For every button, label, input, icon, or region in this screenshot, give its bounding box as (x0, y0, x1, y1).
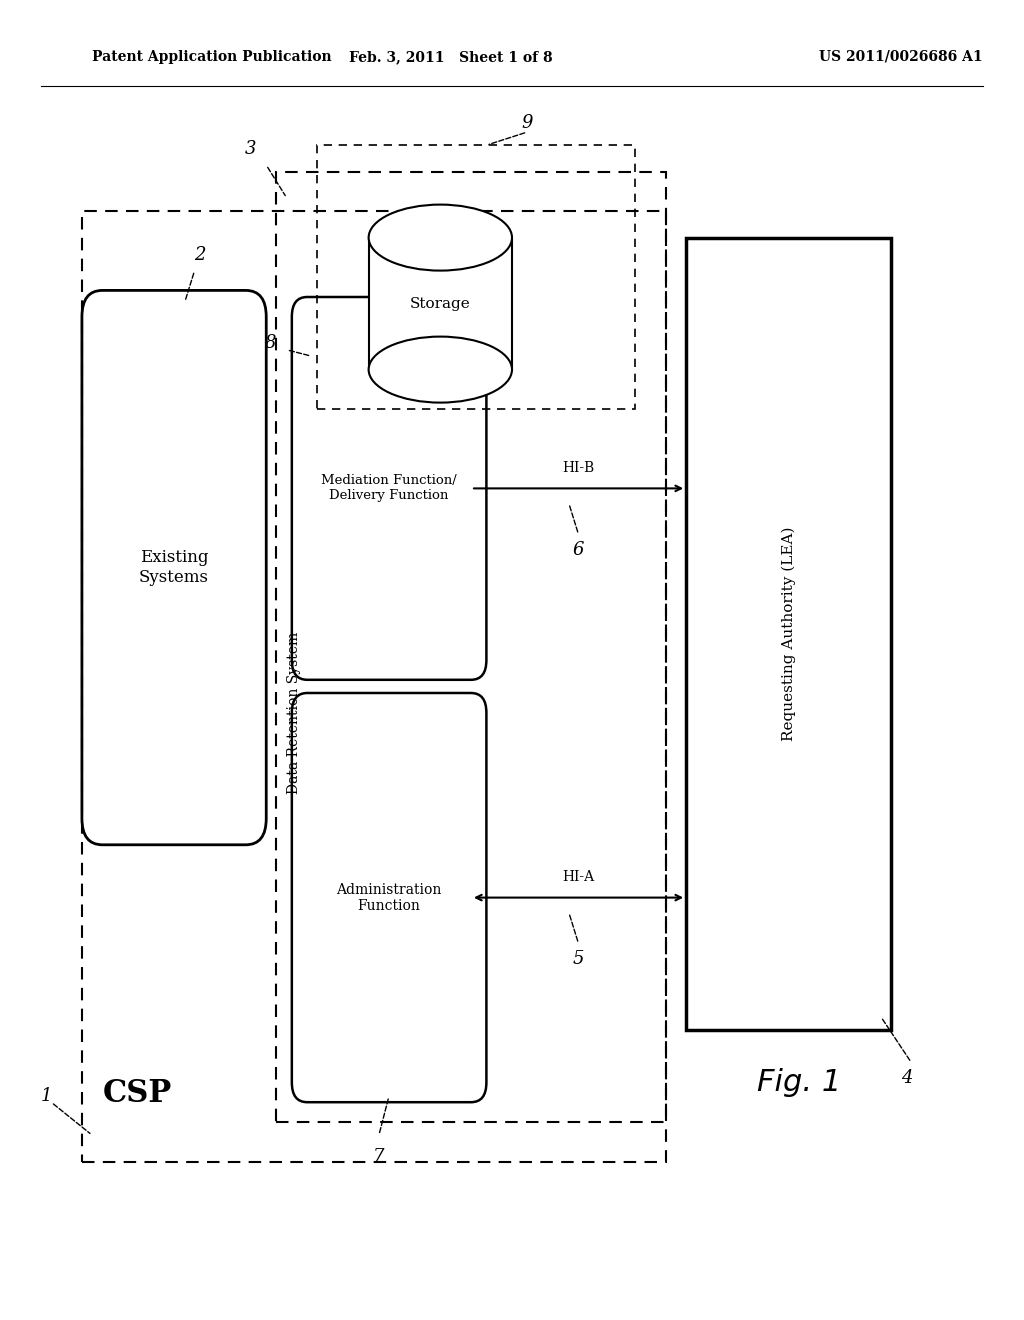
Text: HI-B: HI-B (562, 461, 595, 475)
Bar (369, 238, 512, 370)
Text: Storage: Storage (410, 297, 471, 310)
Text: Data Retention System: Data Retention System (287, 632, 301, 793)
Text: 5: 5 (572, 950, 585, 969)
Text: 1: 1 (41, 1086, 52, 1105)
Text: Requesting Authority (LEA): Requesting Authority (LEA) (781, 527, 796, 741)
Text: HI-A: HI-A (562, 870, 595, 884)
Text: Administration
Function: Administration Function (337, 883, 441, 912)
Bar (686, 238, 891, 1030)
Text: Existing
Systems: Existing Systems (139, 549, 209, 586)
Text: 8: 8 (265, 334, 276, 352)
Ellipse shape (369, 205, 512, 271)
Text: 3: 3 (245, 140, 256, 158)
Text: Mediation Function/
Delivery Function: Mediation Function/ Delivery Function (322, 474, 457, 503)
Ellipse shape (369, 337, 512, 403)
Text: 2: 2 (195, 246, 206, 264)
Text: CSP: CSP (102, 1078, 172, 1109)
Text: 9: 9 (521, 114, 534, 132)
Text: Feb. 3, 2011   Sheet 1 of 8: Feb. 3, 2011 Sheet 1 of 8 (349, 50, 552, 63)
Text: Patent Application Publication: Patent Application Publication (92, 50, 332, 63)
Text: 7: 7 (373, 1148, 385, 1167)
Text: 6: 6 (572, 541, 585, 560)
Text: Fig. 1: Fig. 1 (757, 1068, 841, 1097)
Text: US 2011/0026686 A1: US 2011/0026686 A1 (819, 50, 983, 63)
Text: 4: 4 (901, 1069, 912, 1088)
